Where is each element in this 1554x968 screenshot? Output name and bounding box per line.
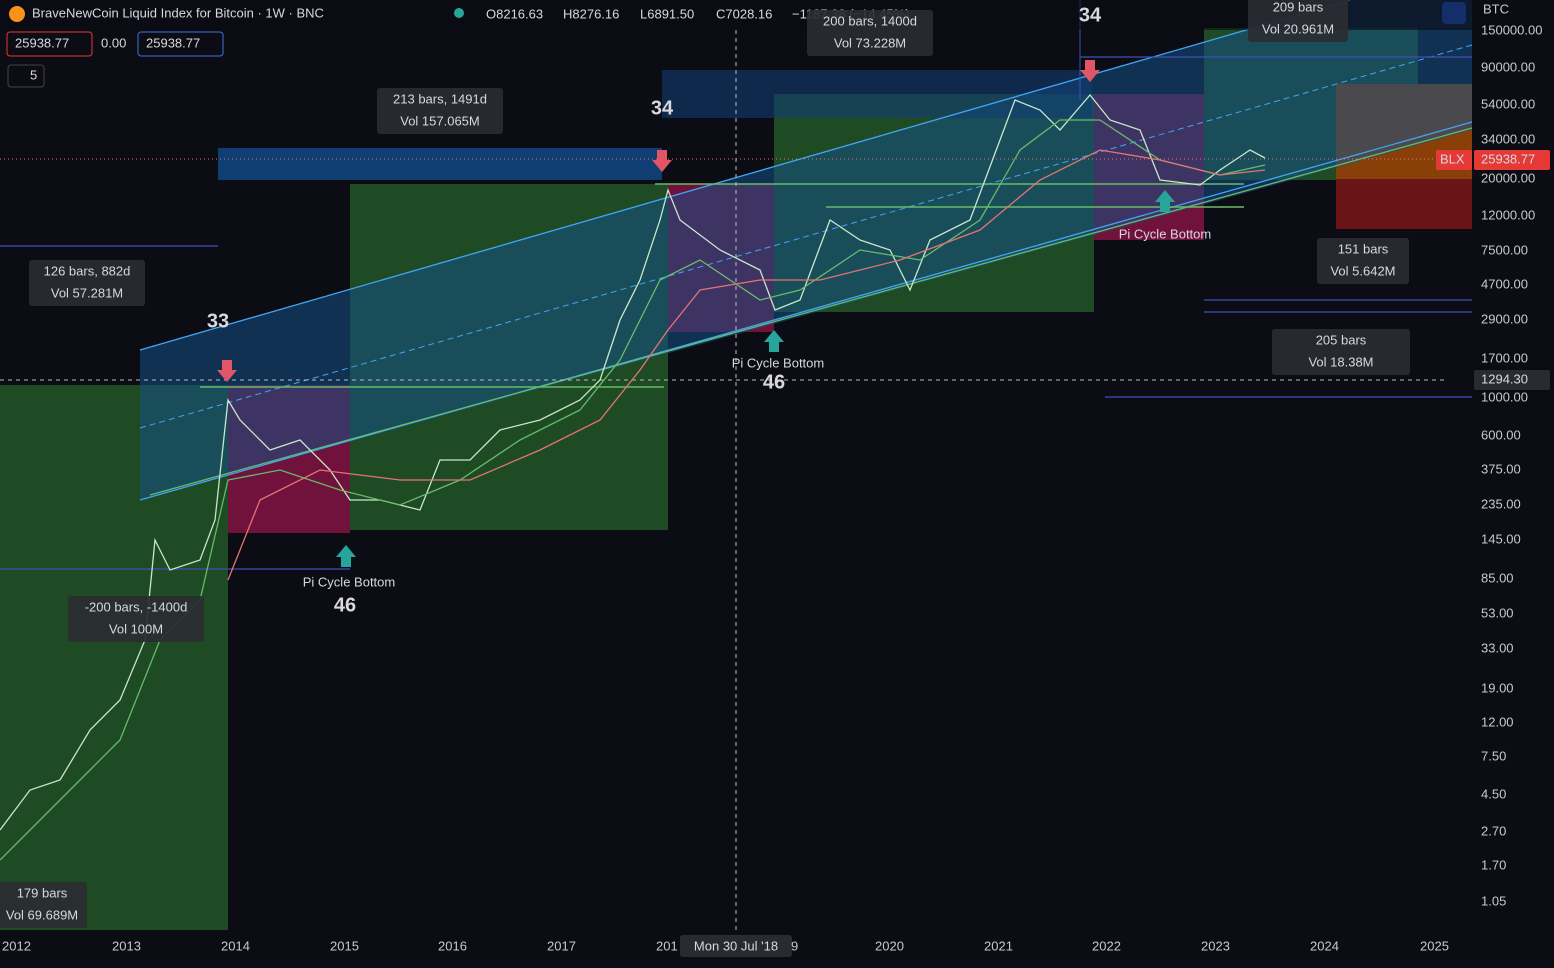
last-price: 25938.77: [1481, 151, 1535, 166]
sell-arrow: [652, 150, 672, 172]
measure-text: 213 bars, 1491d: [393, 91, 487, 106]
currency: BTC: [1483, 1, 1509, 16]
buy-arrow: [336, 545, 356, 567]
measure-text: Vol 100M: [109, 621, 163, 636]
measure-text: -200 bars, -1400d: [85, 599, 188, 614]
price-label: 33.00: [1481, 640, 1514, 655]
price-label: 12.00: [1481, 714, 1514, 729]
price-label: 7.50: [1481, 748, 1506, 763]
price-label: 235.00: [1481, 496, 1521, 511]
buy-arrow: [764, 330, 784, 352]
measure-box: [377, 88, 503, 134]
ohlc: O8216.63: [486, 6, 543, 21]
time-label: 2016: [438, 938, 467, 953]
time-label: 2012: [2, 938, 31, 953]
measure-text: Vol 157.065M: [400, 113, 480, 128]
measure-text: 151 bars: [1338, 241, 1389, 256]
pi-cycle-label: Pi Cycle Bottom: [303, 574, 395, 589]
count: 46: [763, 371, 785, 393]
sell-arrow: [217, 360, 237, 382]
time-label: 2020: [875, 938, 904, 953]
measure-text: 205 bars: [1316, 332, 1367, 347]
measure-text: Vol 69.689M: [6, 907, 78, 922]
price-label: 7500.00: [1481, 242, 1528, 257]
price-label: 150000.00: [1481, 22, 1542, 37]
price-label: 20000.00: [1481, 170, 1535, 185]
price-label: 2900.00: [1481, 311, 1528, 326]
count: 34: [1079, 4, 1102, 26]
count: 46: [334, 594, 356, 616]
time-label: 9: [791, 938, 798, 953]
time-label: 2014: [221, 938, 250, 953]
input: 5: [30, 67, 37, 82]
symbol: BLX: [1440, 151, 1465, 166]
time-label: 2015: [330, 938, 359, 953]
price-label: 54000.00: [1481, 96, 1535, 111]
measure-text: 209 bars: [1273, 0, 1324, 14]
time-label: 2013: [112, 938, 141, 953]
lines: [0, 0, 1473, 930]
ohlc: C7028.16: [716, 6, 772, 21]
price-label: 12000.00: [1481, 207, 1535, 222]
measure-box: [68, 596, 204, 642]
price-label: 600.00: [1481, 427, 1521, 442]
measure-text: Vol 20.961M: [1262, 21, 1334, 36]
time-label: 2021: [984, 938, 1013, 953]
measure-box: [807, 10, 933, 56]
pi-cycle-label: Pi Cycle Bottom: [732, 355, 824, 370]
price-label: 90000.00: [1481, 59, 1535, 74]
title: BraveNewCoin Liquid Index for Bitcoin · …: [32, 5, 324, 20]
input: 25938.77: [146, 35, 200, 50]
time-label: 2025: [1420, 938, 1449, 953]
time-label: 2023: [1201, 938, 1230, 953]
price-label: 1.70: [1481, 857, 1506, 872]
time-label: 201: [656, 938, 678, 953]
measure-box: [0, 882, 87, 928]
cursor-date: Mon 30 Jul '18: [694, 938, 778, 953]
measure-text: Vol 18.38M: [1308, 354, 1373, 369]
measure-text: 126 bars, 882d: [44, 263, 131, 278]
ohlc: H8276.16: [563, 6, 619, 21]
zones: [0, 0, 1472, 930]
price-label: 145.00: [1481, 531, 1521, 546]
measure-text: Vol 57.281M: [51, 285, 123, 300]
measure-text: 179 bars: [17, 885, 68, 900]
buy-arrow: [1155, 190, 1175, 212]
price-label: 85.00: [1481, 570, 1514, 585]
price-label: 19.00: [1481, 680, 1514, 695]
time-label: 2017: [547, 938, 576, 953]
time-label: 2024: [1310, 938, 1339, 953]
input: 25938.77: [15, 35, 69, 50]
sell-arrow: [1080, 60, 1100, 82]
pi-cycle-label: Pi Cycle Bottom: [1119, 226, 1211, 241]
price-label: 2.70: [1481, 823, 1506, 838]
price-label: 34000.00: [1481, 131, 1535, 146]
price-label: 375.00: [1481, 461, 1521, 476]
measure-text: Vol 73.228M: [834, 35, 906, 50]
count: 33: [207, 310, 229, 332]
measure-box: [1317, 238, 1409, 284]
input: 0.00: [101, 35, 126, 50]
measure-box: [29, 260, 145, 306]
price-label: 4700.00: [1481, 276, 1528, 291]
measure-text: 200 bars, 1400d: [823, 13, 917, 28]
price-label: 1.05: [1481, 893, 1506, 908]
price-label: 1000.00: [1481, 389, 1528, 404]
price-label: 53.00: [1481, 605, 1514, 620]
ohlc: L6891.50: [640, 6, 694, 21]
count: 34: [651, 97, 674, 119]
time-label: 2022: [1092, 938, 1121, 953]
cursor-price: 1294.30: [1481, 371, 1528, 386]
measure-box: [1272, 329, 1410, 375]
price-label: 1700.00: [1481, 350, 1528, 365]
measure-text: Vol 5.642M: [1330, 263, 1395, 278]
price-label: 4.50: [1481, 786, 1506, 801]
measure-box: [1248, 0, 1348, 42]
